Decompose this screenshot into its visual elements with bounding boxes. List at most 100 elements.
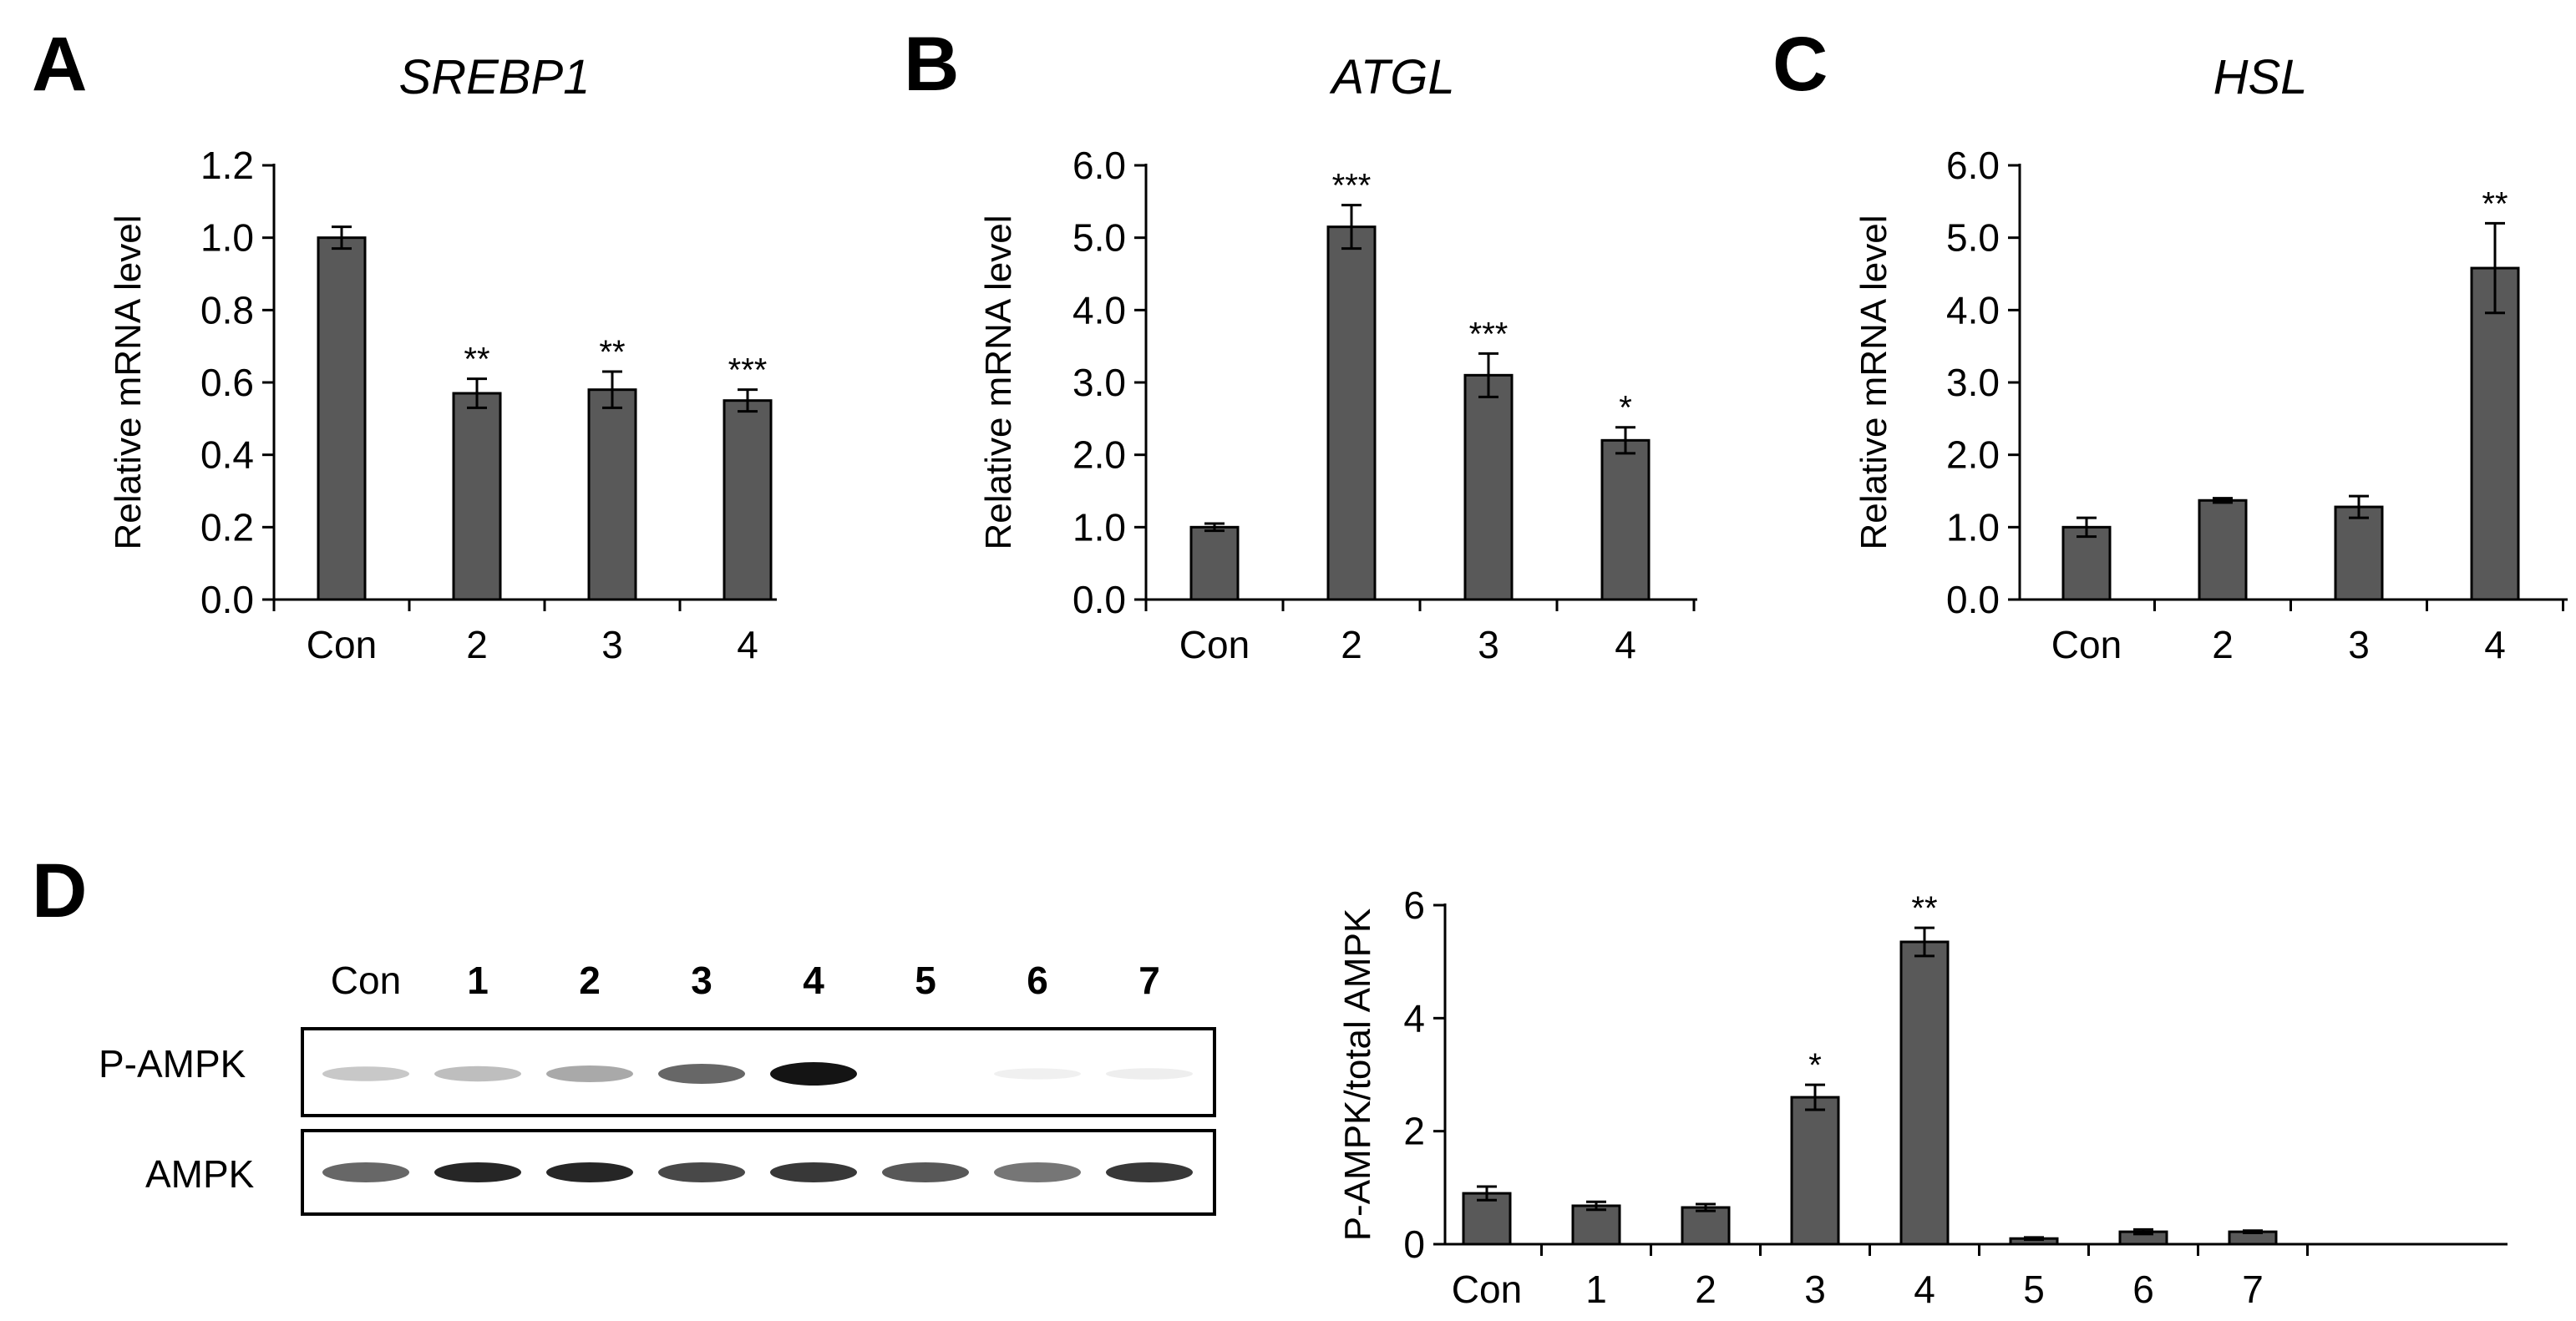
y-tick-label: 0.0 — [1946, 578, 2000, 621]
y-tick-label: 0.0 — [200, 578, 254, 621]
blot-band — [1106, 1068, 1193, 1080]
x-tick-label: 3 — [601, 623, 623, 666]
bar — [1189, 525, 1240, 601]
blot-lane-label: 6 — [1027, 959, 1048, 1002]
x-tick-label: 2 — [1341, 623, 1362, 666]
x-tick-label: 2 — [1695, 1268, 1716, 1311]
panel-letter-d: D — [32, 848, 87, 934]
bar — [2061, 525, 2112, 601]
y-tick-label: 0 — [1403, 1222, 1425, 1266]
blot-band — [322, 1162, 409, 1182]
x-tick-label: Con — [1452, 1268, 1522, 1311]
significance-label: ** — [1911, 890, 1937, 927]
y-tick-label: 0.0 — [1072, 578, 1126, 621]
x-tick-label: 4 — [1914, 1268, 1935, 1311]
bar — [723, 399, 773, 601]
y-axis-label: Relative mRNA level — [978, 215, 1019, 549]
blot-lane-label: 2 — [579, 959, 601, 1002]
y-tick-label: 1.0 — [200, 216, 254, 260]
y-tick-label: 4.0 — [1072, 288, 1126, 332]
bar — [1326, 225, 1377, 601]
blot-lane-label: 5 — [915, 959, 936, 1002]
bar — [1463, 373, 1514, 601]
x-tick-label: 7 — [2242, 1268, 2264, 1311]
y-tick-label: 2.0 — [1072, 433, 1126, 477]
y-tick-label: 1.0 — [1072, 505, 1126, 549]
blot-band — [434, 1162, 521, 1182]
x-tick-label: 2 — [466, 623, 488, 666]
bar — [1790, 1096, 1840, 1246]
y-tick-label: 6 — [1403, 883, 1425, 927]
chart-pampk-ratio: P-AMPK/total AMPK 0 2 4 6 Con 1 2 3 * 4 ** 5 6 7 — [1337, 883, 2508, 1311]
blot-band — [882, 1162, 969, 1182]
blot-lane-label: 1 — [467, 959, 489, 1002]
blot-band — [658, 1064, 745, 1084]
blot-band — [770, 1162, 857, 1182]
x-tick-label: 4 — [737, 623, 758, 666]
blot-band — [434, 1065, 521, 1082]
x-tick-label: 3 — [1478, 623, 1499, 666]
y-tick-label: 4 — [1403, 996, 1425, 1040]
x-tick-label: 3 — [1804, 1268, 1826, 1311]
y-tick-label: 1.0 — [1946, 505, 2000, 549]
y-tick-label: 2 — [1403, 1110, 1425, 1153]
blot-row-label-pampk: P-AMPK — [99, 1042, 246, 1086]
significance-label: *** — [728, 352, 768, 389]
bar — [317, 236, 367, 601]
y-tick-label: 3.0 — [1946, 361, 2000, 404]
y-tick-label: 5.0 — [1072, 216, 1126, 260]
bar — [1462, 1192, 1512, 1246]
bar — [2198, 499, 2248, 601]
chart-srebp1: SREBP1 Relative mRNA level 0.0 0.2 0.4 0.6 0.8… — [108, 50, 777, 666]
blot-band — [770, 1062, 857, 1086]
y-tick-label: 5.0 — [1946, 216, 2000, 260]
blot-lane-label: 7 — [1138, 959, 1160, 1002]
y-axis-label: Relative mRNA level — [1853, 215, 1894, 549]
significance-label: * — [1619, 390, 1632, 427]
blot-band — [994, 1068, 1081, 1080]
blot-band — [1106, 1162, 1193, 1182]
x-tick-label: 4 — [1615, 623, 1636, 666]
y-tick-label: 4.0 — [1946, 288, 2000, 332]
blot-band — [994, 1162, 1081, 1182]
chart-atgl: ATGL Relative mRNA level 0.0 1.0 2.0 3.0 4.0 5.… — [978, 50, 1697, 666]
y-tick-label: 6.0 — [1072, 144, 1126, 187]
chart-hsl: HSL Relative mRNA level 0.0 1.0 2.0 3.0 4.0 5.0… — [1853, 50, 2568, 666]
blot-lane-labels: Con 1 2 3 4 5 6 7 — [331, 959, 1160, 1002]
x-tick-label: Con — [307, 623, 377, 666]
y-tick-label: 1.2 — [200, 144, 254, 187]
significance-label: ** — [599, 334, 625, 371]
blot-band — [322, 1066, 409, 1081]
x-tick-label: 1 — [1585, 1268, 1607, 1311]
significance-label: * — [1808, 1047, 1822, 1084]
significance-label: ** — [2482, 185, 2508, 222]
blot-band — [546, 1162, 633, 1182]
bar — [1600, 438, 1651, 601]
bar — [1681, 1206, 1731, 1246]
blot-row-label-ampk: AMPK — [145, 1152, 255, 1196]
panel-letter-a: A — [32, 22, 87, 107]
significance-label: *** — [1332, 168, 1372, 205]
y-tick-label: 3.0 — [1072, 361, 1126, 404]
panel-letter-c: C — [1772, 22, 1828, 107]
x-tick-label: 4 — [2484, 623, 2506, 666]
y-axis-label: Relative mRNA level — [108, 215, 149, 549]
blot-lane-label: 4 — [803, 959, 824, 1002]
x-tick-label: Con — [1179, 623, 1250, 666]
x-tick-label: 2 — [2212, 623, 2234, 666]
chart-title: SREBP1 — [399, 50, 591, 104]
x-tick-label: 3 — [2348, 623, 2370, 666]
chart-title: HSL — [2213, 50, 2308, 104]
blot-bands — [322, 1062, 1193, 1182]
blot-band — [658, 1162, 745, 1182]
y-tick-label: 6.0 — [1946, 144, 2000, 187]
bar — [452, 392, 502, 601]
y-tick-label: 2.0 — [1946, 433, 2000, 477]
y-axis-label: P-AMPK/total AMPK — [1337, 909, 1378, 1242]
x-tick-label: Con — [2051, 623, 2122, 666]
x-tick-label: 6 — [2132, 1268, 2154, 1311]
western-blot: P-AMPK AMPK Con 1 2 3 4 5 6 7 — [99, 959, 1216, 1216]
y-tick-label: 0.4 — [200, 433, 254, 477]
y-tick-label: 0.2 — [200, 505, 254, 549]
